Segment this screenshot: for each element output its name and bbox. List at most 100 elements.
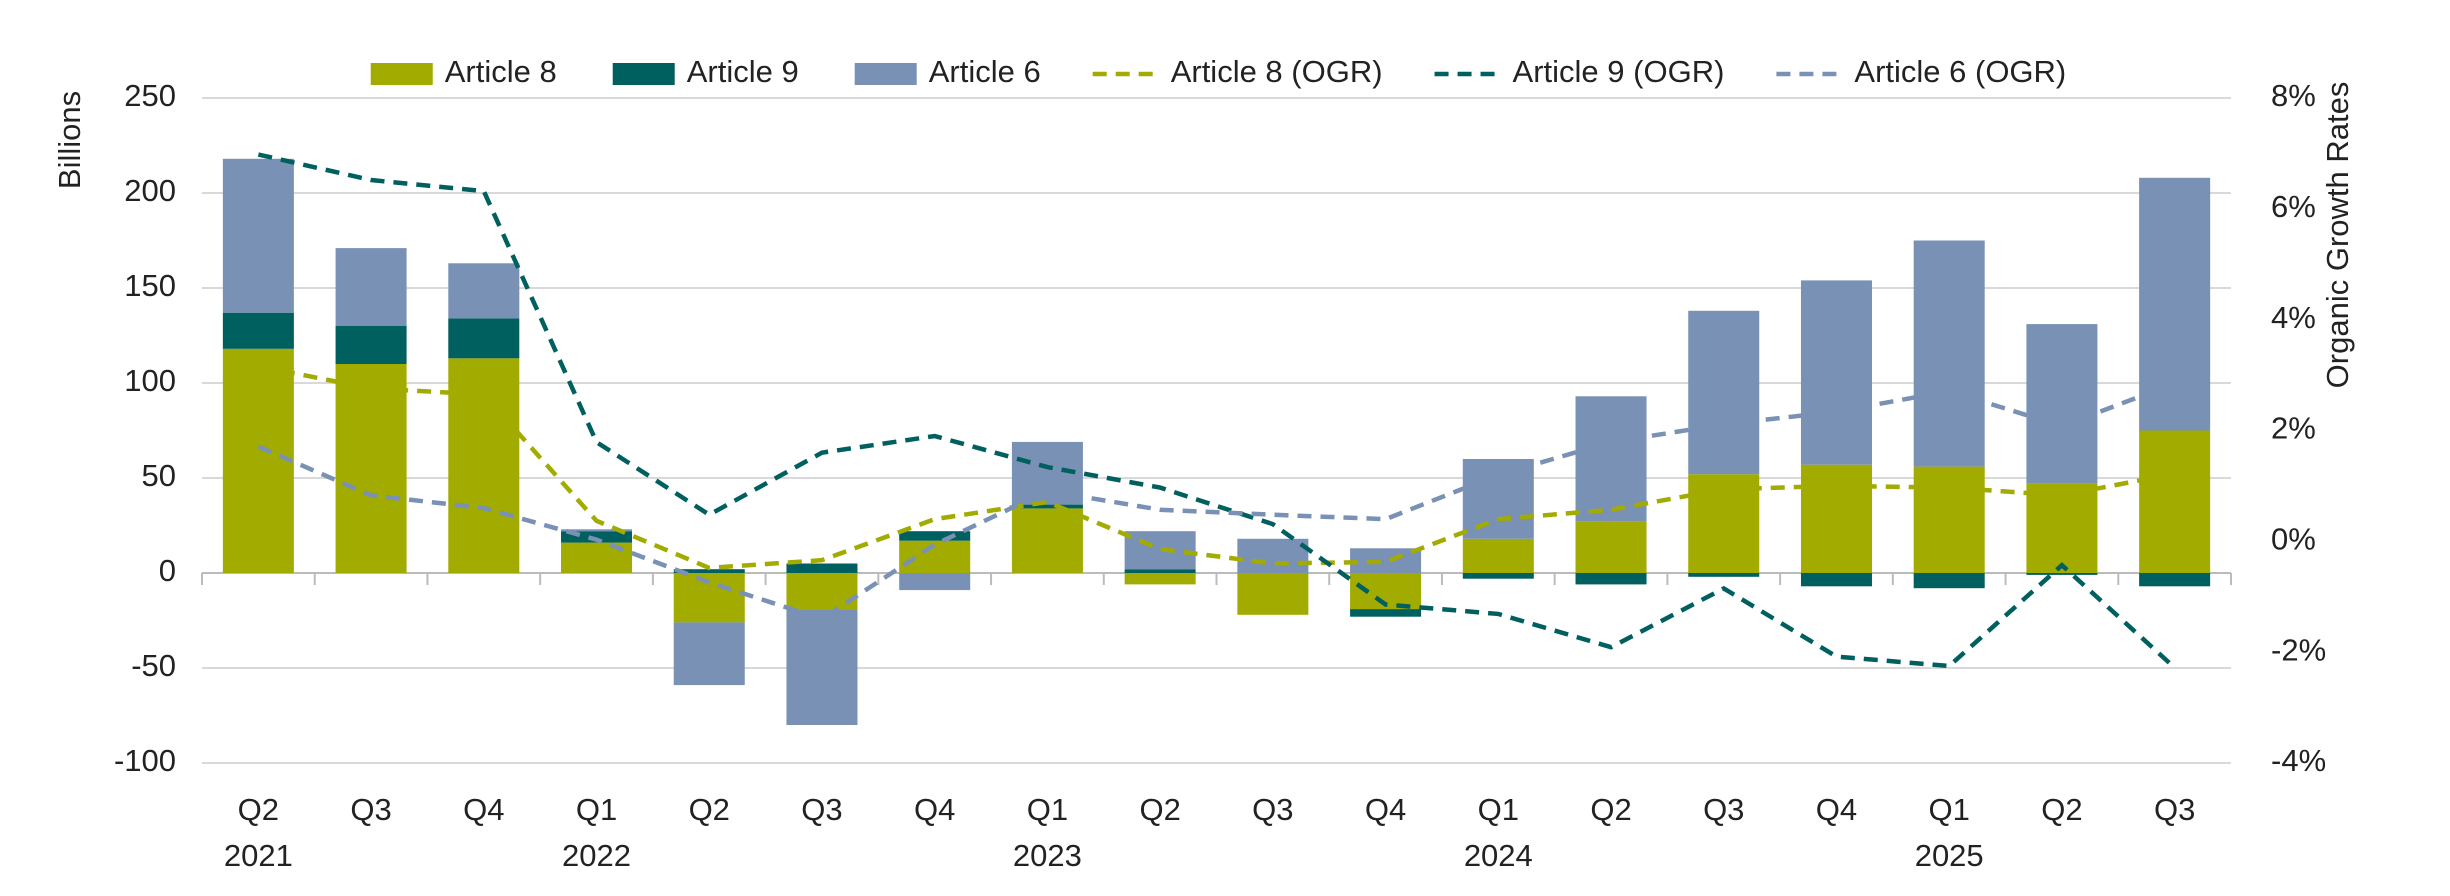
bar — [673, 622, 745, 686]
y2-tick-label: 2% — [2271, 411, 2316, 446]
bar — [1237, 538, 1309, 573]
x-year-label: 2023 — [1013, 838, 1082, 873]
bar — [222, 312, 294, 349]
bar — [561, 531, 633, 543]
bar — [222, 158, 294, 313]
x-tick-label: Q3 — [1252, 792, 1293, 827]
y-tick-label: 0 — [159, 553, 176, 588]
legend-label: Article 6 — [929, 54, 1041, 89]
bar — [899, 573, 971, 591]
x-tick-label: Q3 — [2154, 792, 2195, 827]
bar — [1913, 240, 1985, 467]
legend-label: Article 8 (OGR) — [1171, 54, 1383, 89]
bar — [1688, 474, 1760, 573]
bar — [786, 573, 858, 610]
bar — [1913, 573, 1985, 589]
bar — [1011, 508, 1083, 573]
bar — [1800, 573, 1872, 587]
x-tick-label: Q3 — [350, 792, 391, 827]
bar — [1011, 504, 1083, 509]
x-tick-label: Q3 — [801, 792, 842, 827]
bar — [1575, 396, 1647, 522]
bar — [1350, 548, 1422, 573]
legend-swatch — [854, 63, 917, 85]
y-tick-label: 250 — [124, 78, 176, 113]
bar — [1800, 464, 1872, 573]
y2-tick-label: -2% — [2271, 632, 2326, 667]
bar — [1462, 573, 1534, 579]
x-tick-label: Q2 — [238, 792, 279, 827]
bar — [561, 529, 633, 532]
legend-label: Article 9 — [687, 54, 799, 89]
bar — [1575, 521, 1647, 573]
y-axis-title: Billions — [52, 91, 87, 189]
legend-label: Article 6 (OGR) — [1854, 54, 2066, 89]
y2-axis-title: Organic Growth Rates — [2320, 82, 2355, 389]
bar — [335, 326, 407, 364]
line — [257, 152, 2177, 670]
x-year-label: 2024 — [1464, 838, 1533, 873]
bar — [1913, 466, 1985, 573]
bar — [899, 531, 971, 541]
x-tick-label: Q3 — [1703, 792, 1744, 827]
x-year-label: 2022 — [562, 838, 631, 873]
x-tick-label: Q4 — [463, 792, 504, 827]
bar — [1350, 609, 1422, 617]
bar — [448, 358, 520, 573]
y2-tick-label: 4% — [2271, 300, 2316, 335]
x-tick-label: Q2 — [1590, 792, 1631, 827]
bar — [1800, 280, 1872, 465]
bar — [2139, 573, 2211, 587]
bar — [448, 318, 520, 359]
bar — [1462, 459, 1534, 539]
bar — [1462, 538, 1534, 573]
bar — [2139, 177, 2211, 431]
bar — [448, 263, 520, 319]
y-tick-label: -100 — [114, 743, 176, 778]
y2-tick-label: 6% — [2271, 189, 2316, 224]
bar — [786, 609, 858, 725]
y2-tick-label: 0% — [2271, 522, 2316, 557]
bar — [673, 569, 745, 573]
legend-swatch — [370, 63, 433, 85]
legend-label: Article 9 (OGR) — [1513, 54, 1725, 89]
bar — [2026, 483, 2098, 573]
bar — [1688, 310, 1760, 475]
y2-tick-label: -4% — [2271, 743, 2326, 778]
x-tick-label: Q4 — [914, 792, 955, 827]
x-year-label: 2025 — [1915, 838, 1984, 873]
bar — [786, 563, 858, 573]
x-tick-label: Q4 — [1365, 792, 1406, 827]
x-tick-label: Q2 — [1139, 792, 1180, 827]
bar — [335, 364, 407, 573]
x-tick-label: Q1 — [1027, 792, 1068, 827]
bar — [1575, 573, 1647, 585]
bar — [1688, 573, 1760, 577]
bar — [1237, 573, 1309, 615]
y-tick-label: 200 — [124, 173, 176, 208]
bar — [2139, 430, 2211, 573]
legend: Article 8 Article 9 Article 6 Article 8 (OG… — [370, 54, 2066, 89]
x-year-label: 2021 — [224, 838, 293, 873]
bar — [1124, 569, 1196, 573]
y-tick-label: 150 — [124, 268, 176, 303]
bar — [1124, 573, 1196, 585]
x-tick-label: Q2 — [2041, 792, 2082, 827]
legend-label: Article 8 — [445, 54, 557, 89]
bar — [335, 248, 407, 326]
bar — [2026, 324, 2098, 484]
y2-tick-label: 8% — [2271, 78, 2316, 113]
line — [257, 364, 2176, 571]
x-tick-label: Q1 — [1929, 792, 1970, 827]
x-tick-label: Q2 — [689, 792, 730, 827]
line — [257, 381, 2176, 622]
bar — [2026, 573, 2098, 575]
bar — [222, 348, 294, 573]
y-tick-label: 50 — [142, 458, 176, 493]
x-tick-label: Q1 — [576, 792, 617, 827]
legend-swatch — [612, 63, 675, 85]
y-tick-label: -50 — [131, 648, 176, 683]
x-tick-label: Q1 — [1478, 792, 1519, 827]
